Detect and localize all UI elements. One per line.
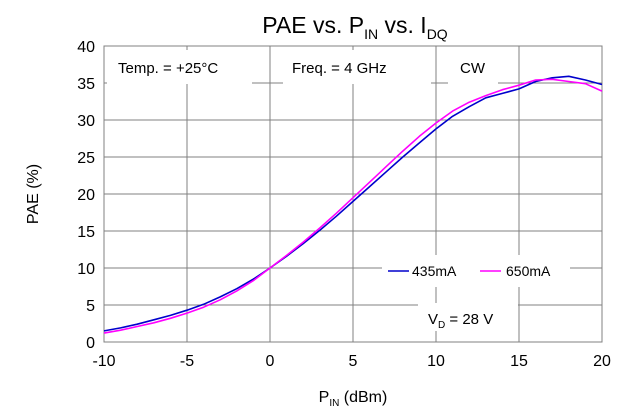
x-axis-label: PIN (dBm) — [319, 389, 388, 409]
y-tick-label: 0 — [86, 335, 95, 352]
xlabel-main: P — [319, 389, 330, 406]
y-tick-label: 5 — [86, 298, 95, 315]
y-tick-label: 40 — [77, 39, 95, 56]
temp-annotation: Temp. = +25°C — [118, 60, 218, 77]
x-tick-label: 0 — [266, 353, 275, 370]
y-tick-label: 25 — [77, 150, 95, 167]
x-tick-labels: -10 -5 0 5 10 15 20 — [92, 353, 611, 370]
mode-annotation: CW — [460, 60, 486, 77]
title-mid: vs. I — [378, 12, 427, 38]
title-main: PAE vs. P — [262, 12, 364, 38]
vd-sub: D — [438, 320, 445, 331]
series-line-435mA — [103, 75, 603, 332]
legend-label-650mA: 650mA — [506, 263, 551, 279]
vd-box — [418, 303, 518, 331]
cw-box — [448, 50, 498, 84]
y-tick-label: 20 — [77, 187, 95, 204]
temp-box — [107, 50, 252, 84]
vd-rest: = 28 V — [445, 311, 493, 328]
x-tick-label: -5 — [180, 353, 194, 370]
x-tick-label: 20 — [593, 353, 611, 370]
y-tick-label: 10 — [77, 261, 95, 278]
vd-main: V — [428, 311, 438, 328]
x-tick-label: -10 — [92, 353, 115, 370]
title-sub-in: IN — [364, 26, 378, 42]
x-tick-label: 5 — [349, 353, 358, 370]
legend-label-435mA: 435mA — [412, 263, 457, 279]
y-tick-label: 35 — [77, 76, 95, 93]
legend: 435mA 650mA — [388, 263, 551, 279]
xlabel-sub: IN — [329, 398, 339, 409]
title-sub-dq: DQ — [427, 26, 448, 42]
legend-box — [382, 255, 570, 287]
y-tick-label: 30 — [77, 113, 95, 130]
vd-annotation: VD = 28 V — [428, 311, 493, 331]
freq-box — [283, 50, 431, 84]
y-tick-label: 15 — [77, 224, 95, 241]
data-series — [103, 75, 603, 334]
chart-title: PAE vs. PIN vs. IDQ — [262, 12, 448, 42]
x-tick-label: 15 — [510, 353, 528, 370]
series-line-650mA — [103, 78, 603, 334]
y-tick-labels: 0 5 10 15 20 25 30 35 40 — [77, 39, 95, 352]
freq-annotation: Freq. = 4 GHz — [292, 60, 387, 77]
xlabel-rest: (dBm) — [339, 389, 387, 406]
x-tick-label: 10 — [427, 353, 445, 370]
y-axis-label: PAE (%) — [25, 164, 42, 224]
